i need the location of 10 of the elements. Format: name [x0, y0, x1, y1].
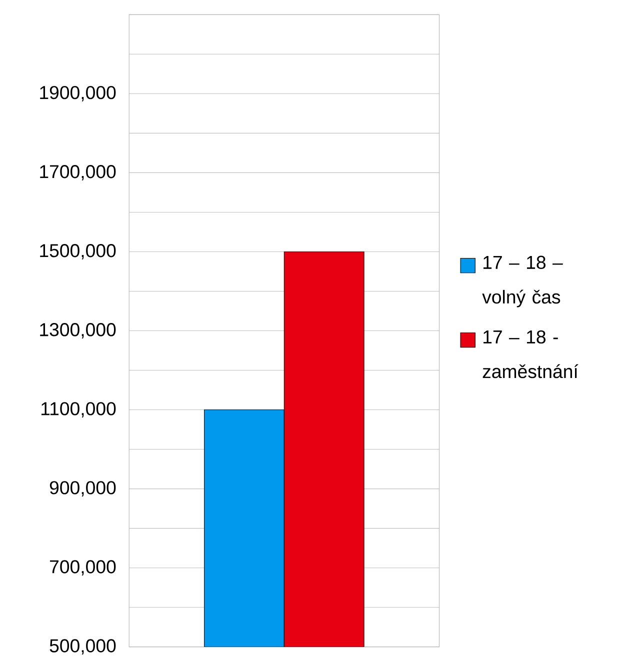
y-tick-label: 1300,000: [40, 323, 116, 338]
y-tick-label: 1900,000: [40, 86, 116, 102]
legend-label: 17 – 18 – volný čas: [482, 256, 563, 308]
y-tick-label: 500,000: [50, 639, 116, 655]
y-tick-label: 900,000: [50, 481, 116, 496]
y-tick-label: 1700,000: [40, 164, 116, 180]
y-tick-label: 700,000: [50, 560, 116, 576]
legend-label: 17 – 18 -zaměstnání: [482, 330, 578, 378]
y-tick-label: 1100,000: [42, 402, 116, 418]
y-tick-label: 1500,000: [40, 244, 116, 260]
